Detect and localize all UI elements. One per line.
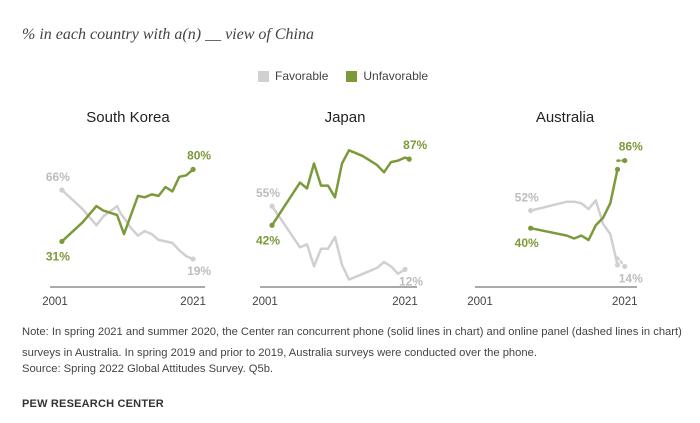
south-korea-fav-start-point [59, 187, 65, 193]
japan-tick-2021: 2021 [392, 296, 418, 308]
source-note: Source: Spring 2022 Global Attitudes Sur… [22, 363, 274, 375]
legend-label-favorable: Favorable [275, 69, 329, 83]
japan-title: Japan [325, 109, 366, 126]
australia-unfav-end-point [614, 166, 621, 172]
australia-label-favorable-start: 52% [515, 191, 539, 205]
japan-label-favorable-end: 12% [399, 274, 423, 288]
south-korea-label-favorable-start: 66% [46, 170, 70, 184]
chart-subtitle: % in each country with a(n) __ view of C… [22, 26, 314, 43]
japan-label-favorable-start: 55% [256, 186, 280, 200]
australia-tick-2001: 2001 [467, 296, 493, 308]
japan-favorable-line [270, 204, 407, 281]
legend-swatch-favorable [258, 70, 269, 82]
south-korea-label-favorable-end: 19% [187, 264, 211, 278]
japan-unfav-start-point [269, 222, 275, 228]
australia-fav-start-point [528, 207, 534, 214]
south-korea-title: South Korea [86, 109, 170, 126]
south-korea-tick-2021: 2021 [180, 296, 206, 308]
legend-label-unfavorable: Unfavorable [363, 69, 429, 83]
south-korea-unfav-end-point [190, 166, 196, 172]
legend-item-favorable: Favorable [258, 69, 328, 83]
legend-item-unfavorable: Unfavorable [346, 69, 428, 83]
australia-label-unfavorable-start: 40% [515, 236, 539, 250]
japan-label-unfavorable-start: 42% [256, 233, 280, 247]
japan-fav-start-point [269, 203, 275, 209]
south-korea-fav-end-point [190, 256, 196, 262]
australia-unfavorable-line [529, 168, 619, 242]
australia-fav-end-point [622, 263, 628, 270]
japan-fav-end-point [402, 266, 408, 272]
australia-unfav-end-point [622, 157, 628, 164]
brand-name: PEW RESEARCH CENTER [22, 398, 164, 410]
japan-label-unfavorable-end: 87% [403, 138, 427, 152]
south-korea-favorable-line [60, 188, 195, 261]
japan-unfav-end-point [406, 156, 412, 162]
south-korea-tick-2001: 2001 [42, 296, 68, 308]
south-korea-label-unfavorable-start: 31% [46, 249, 70, 263]
south-korea-unfav-start-point [59, 238, 65, 245]
australia-unfav-start-point [528, 225, 534, 231]
legend: Favorable Unfavorable [258, 69, 428, 83]
japan-tick-2001: 2001 [252, 296, 278, 308]
australia-title: Australia [536, 109, 595, 126]
australia-label-unfavorable-end: 86% [619, 140, 643, 154]
australia-fav-end-point [614, 262, 621, 268]
japan-unfavorable-line [270, 149, 411, 227]
legend-swatch-unfavorable [346, 70, 358, 82]
south-korea-label-unfavorable-end: 80% [187, 148, 211, 162]
south-korea-unfavorable-line [60, 168, 195, 243]
footnote: Note: In spring 2021 and summer 2020, th… [22, 326, 682, 359]
australia-label-favorable-end: 14% [619, 271, 643, 285]
australia-tick-2021: 2021 [612, 296, 638, 308]
australia-favorable-line [529, 199, 619, 267]
